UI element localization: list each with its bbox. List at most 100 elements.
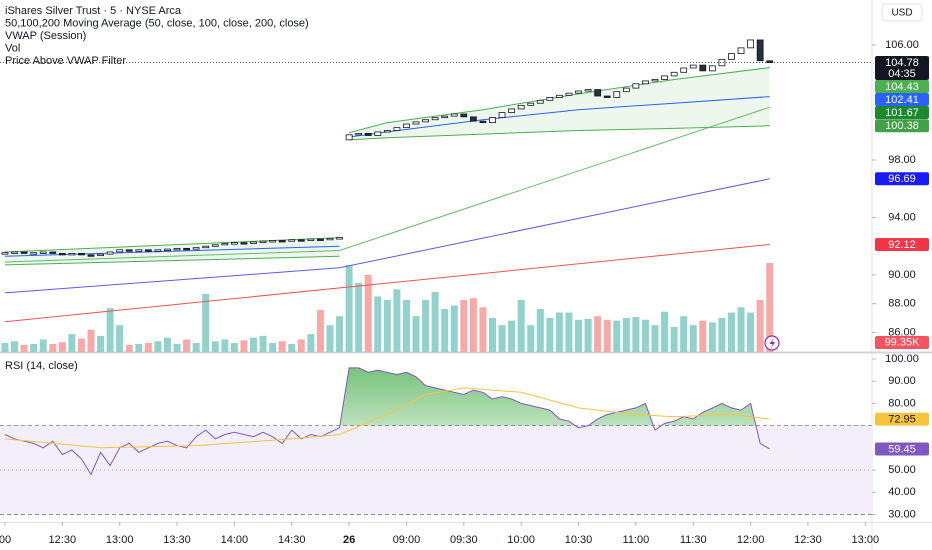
price-tag-label: 92.12 bbox=[888, 239, 916, 251]
candle-body bbox=[489, 117, 496, 124]
x-tick-label: 10:00 bbox=[507, 534, 535, 546]
line bbox=[4, 387, 770, 449]
volume-bar bbox=[135, 343, 143, 352]
legend-item: 50,100,200 Moving Average (50, close, 10… bbox=[5, 17, 309, 29]
candle-body bbox=[259, 240, 267, 244]
volume-bar bbox=[77, 338, 85, 352]
candle-body bbox=[68, 252, 76, 256]
volume-bar bbox=[699, 320, 707, 352]
volume-bar bbox=[221, 339, 229, 352]
x-tick-label: 00 bbox=[0, 534, 11, 546]
volume-bar bbox=[431, 291, 439, 352]
legend-item: Price Above VWAP Filter bbox=[5, 55, 126, 67]
volume-bar bbox=[441, 309, 449, 352]
volume-bar bbox=[756, 300, 764, 352]
volume-bar bbox=[297, 339, 305, 352]
candle-body bbox=[689, 64, 697, 69]
candle-body bbox=[49, 251, 57, 254]
volume-bar bbox=[469, 298, 477, 352]
volume-bar bbox=[192, 343, 200, 352]
price-tag-label: 100.38 bbox=[885, 120, 919, 132]
x-tick-label: 12:00 bbox=[737, 534, 765, 546]
candle-body bbox=[498, 112, 506, 118]
price-tag bbox=[875, 56, 929, 81]
candle-body bbox=[317, 238, 324, 241]
price-tag bbox=[875, 237, 929, 251]
candle-body bbox=[173, 247, 181, 251]
y-tick-label: 90.00 bbox=[888, 375, 916, 387]
volume-bar bbox=[364, 274, 372, 352]
volume-bar bbox=[766, 263, 774, 352]
volume-bar bbox=[584, 318, 592, 352]
candle-body bbox=[250, 241, 257, 244]
volume-bar bbox=[58, 342, 66, 352]
volume-tag bbox=[875, 336, 929, 349]
volume-bar bbox=[737, 307, 745, 352]
x-tick-label: 09:00 bbox=[393, 534, 421, 546]
candle-body bbox=[336, 237, 343, 240]
currency-button-box[interactable] bbox=[881, 3, 923, 22]
y-tick-label: 40.00 bbox=[888, 486, 916, 498]
candle-body bbox=[202, 245, 210, 249]
y-tick-label: 88.00 bbox=[888, 298, 916, 310]
candle-body bbox=[116, 249, 124, 253]
candle-body bbox=[517, 104, 525, 110]
candle-body bbox=[20, 251, 28, 254]
volume-bar bbox=[240, 340, 248, 352]
candle-body bbox=[1, 252, 9, 255]
candle-body bbox=[450, 113, 458, 117]
candle-body bbox=[288, 239, 296, 242]
y-tick-label: 50.00 bbox=[888, 464, 916, 476]
countdown: 04:35 bbox=[888, 68, 916, 80]
price-tag-label: 101.67 bbox=[885, 107, 919, 119]
volume-bar bbox=[230, 343, 238, 352]
band-fill bbox=[349, 67, 770, 140]
candle-body bbox=[670, 71, 678, 77]
volume-bar bbox=[527, 325, 535, 352]
volume-bar bbox=[603, 319, 611, 352]
legend-item: VWAP (Session) bbox=[5, 30, 86, 42]
x-tick-label: 26 bbox=[343, 534, 355, 546]
candle-body bbox=[546, 97, 554, 101]
candle-body bbox=[565, 92, 573, 96]
price-tag bbox=[875, 93, 929, 107]
volume-bar bbox=[269, 343, 277, 352]
candle-body bbox=[613, 91, 621, 98]
volume-bar bbox=[747, 312, 755, 352]
candle-body bbox=[642, 80, 649, 85]
x-tick-label: 10:30 bbox=[565, 534, 593, 546]
currency-button[interactable]: USD bbox=[881, 3, 923, 22]
price-tag-label: 104.78 bbox=[885, 57, 919, 69]
candle-body bbox=[575, 90, 582, 94]
volume-bar bbox=[450, 305, 458, 352]
candle-body bbox=[144, 249, 152, 252]
candle-body bbox=[30, 252, 38, 255]
rsi-title: RSI (14, close) bbox=[5, 360, 78, 372]
volume-bar bbox=[326, 325, 334, 352]
volume-bar bbox=[402, 300, 410, 352]
y-tick-label: 100.00 bbox=[885, 353, 919, 365]
candle-body bbox=[307, 238, 315, 241]
currency-label[interactable]: USD bbox=[891, 8, 912, 19]
volume-bar bbox=[718, 317, 726, 352]
candle-body bbox=[431, 117, 439, 121]
candle-body bbox=[374, 131, 382, 136]
x-tick-label: 12:30 bbox=[794, 534, 822, 546]
price-tag bbox=[875, 119, 929, 133]
legend-item: Vol bbox=[5, 42, 20, 54]
candle-body bbox=[728, 53, 735, 60]
candle-body bbox=[364, 132, 372, 136]
candle-body bbox=[326, 237, 334, 241]
candle-body bbox=[192, 247, 200, 250]
volume-bar bbox=[632, 317, 640, 352]
x-tick-label: 11:00 bbox=[623, 534, 650, 546]
alert-icon-bolt bbox=[769, 338, 775, 349]
volume-bar bbox=[555, 312, 563, 352]
candle-body bbox=[97, 253, 104, 257]
candle-body bbox=[135, 249, 143, 252]
candle-body bbox=[106, 251, 114, 255]
candle-body bbox=[183, 247, 190, 251]
y-tick-label: 90.00 bbox=[888, 269, 916, 281]
line bbox=[4, 106, 770, 263]
